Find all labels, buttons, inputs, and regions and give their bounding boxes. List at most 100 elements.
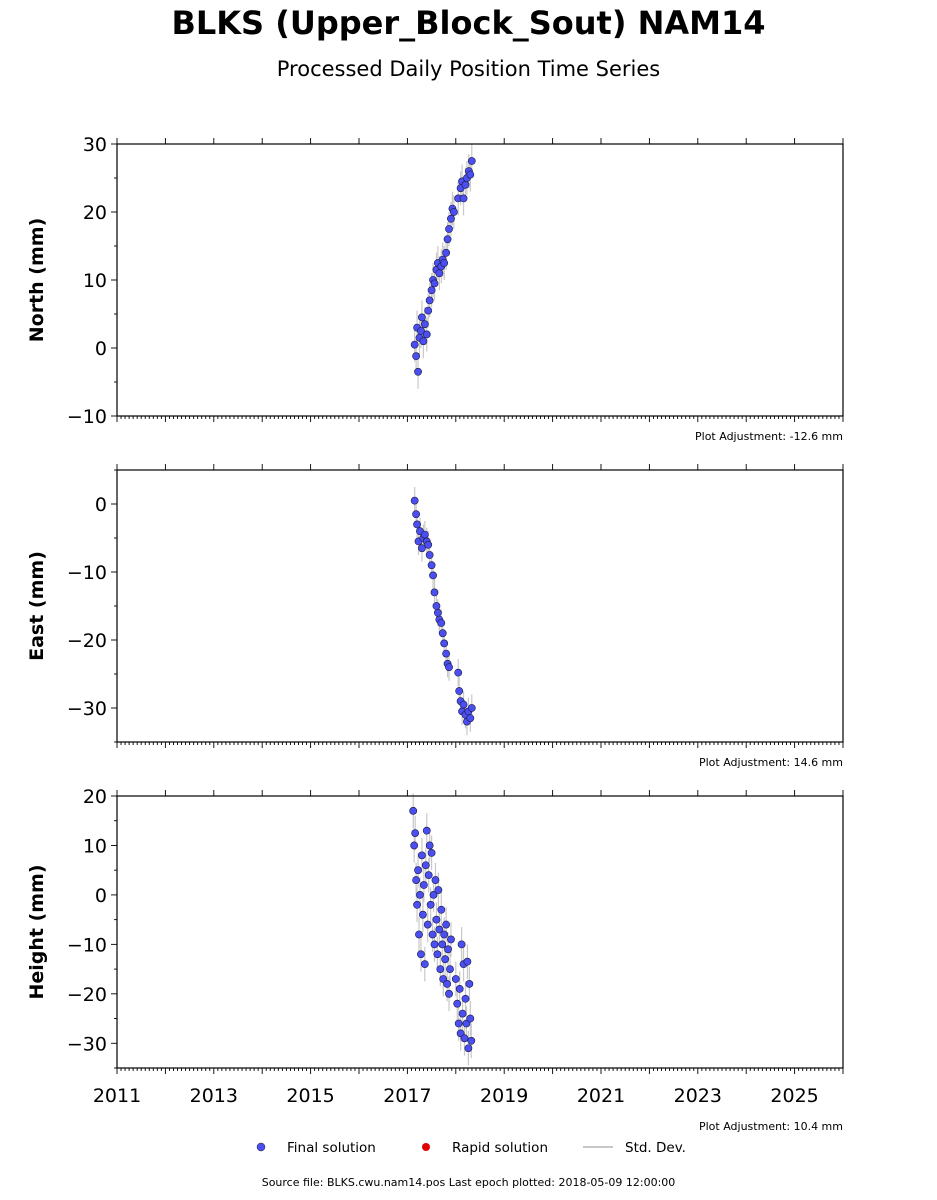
height-data-point	[411, 829, 420, 837]
height-y-tick-label: −10	[67, 934, 107, 956]
height-plot-adjustment: Plot Adjustment: 10.4 mm	[699, 1120, 843, 1133]
height-data-point	[423, 920, 432, 929]
east-data-point	[427, 561, 436, 570]
height-data-point	[422, 826, 431, 835]
height-data-point	[416, 891, 424, 899]
east-data-point	[410, 496, 419, 505]
north-data-point	[414, 367, 422, 376]
height-axes-frame	[116, 795, 844, 1069]
north-data-point	[440, 259, 449, 267]
chart-subtitle: Processed Daily Position Time Series	[276, 57, 661, 81]
height-data-point	[465, 980, 474, 988]
east-data-point	[437, 619, 446, 627]
legend-rapid-label: Rapid solution	[452, 1140, 548, 1156]
height-data-point	[427, 848, 436, 857]
north-data-point	[449, 208, 458, 216]
east-axes-frame	[116, 469, 844, 743]
east-data-point	[412, 510, 421, 519]
east-data-point	[440, 639, 449, 648]
height-x-tick-label: 2025	[770, 1085, 818, 1107]
east-data-point	[429, 571, 437, 580]
east-data-point	[438, 629, 447, 638]
height-y-tick-label: 20	[83, 786, 107, 808]
north-y-tick-label: 20	[83, 202, 107, 224]
north-data-point	[461, 180, 470, 189]
height-x-tick-label: 2023	[674, 1085, 722, 1107]
east-y-tick-label: −30	[67, 698, 107, 720]
north-data-point	[420, 320, 429, 329]
height-data-point	[444, 945, 452, 954]
legend-final-label: Final solution	[287, 1140, 376, 1156]
height-data-point	[446, 965, 454, 973]
north-data-point	[435, 269, 444, 278]
north-data-point	[467, 157, 476, 165]
height-data-point	[415, 930, 423, 939]
east-data-point	[413, 520, 421, 529]
height-data-point	[454, 1019, 463, 1028]
height-data-point	[428, 930, 437, 939]
height-data-point	[433, 950, 442, 959]
east-y-tick-label: −20	[67, 630, 107, 652]
panels-group: −10 0 10 20 30 North (mm) Plot Adjustment: -12…	[26, 134, 844, 1133]
north-data-point	[442, 248, 451, 257]
east-y-tick-label: −10	[67, 562, 107, 584]
height-data-point	[413, 900, 421, 909]
height-data-point	[431, 876, 440, 884]
legend: Final solution Rapid solution Std. Dev.	[256, 1140, 686, 1156]
north-data-point	[412, 352, 421, 361]
north-panel: −10 0 10 20 30 North (mm) Plot Adjustment: -12…	[26, 134, 844, 443]
height-data-point	[466, 1014, 475, 1023]
height-data-point	[426, 900, 435, 909]
east-data-point	[425, 551, 434, 559]
north-data-point	[459, 194, 468, 203]
east-data-point	[430, 588, 439, 597]
height-x-tick-label: 2021	[577, 1085, 625, 1107]
height-data-point	[425, 841, 434, 850]
height-y-tick-label: −30	[67, 1033, 107, 1055]
height-y-tick-label: −20	[67, 984, 107, 1006]
east-data-point	[418, 544, 426, 553]
north-data-point	[443, 235, 452, 244]
legend-rapid-marker	[422, 1143, 430, 1151]
source-file-footer: Source file: BLKS.cwu.nam14.pos Last epo…	[261, 1176, 676, 1189]
north-data-point	[417, 327, 425, 335]
height-data-point	[432, 915, 441, 924]
height-data-point	[438, 940, 447, 949]
north-data-point	[418, 313, 426, 322]
east-data-point	[467, 704, 476, 712]
height-data-point	[420, 960, 429, 969]
height-data-point	[461, 994, 470, 1003]
east-panel: −30 −20 −10 0 East (mm) Plot Adjustment: 14.6…	[26, 464, 844, 769]
north-data-point	[419, 337, 428, 346]
east-data-point	[420, 530, 429, 539]
east-data-point	[432, 602, 441, 610]
height-data-point	[443, 980, 451, 988]
east-data-point	[466, 714, 475, 723]
height-data-point	[417, 950, 425, 959]
height-data-point	[442, 920, 451, 929]
height-data-point	[419, 881, 428, 889]
height-data-point	[429, 891, 438, 899]
height-data-point	[430, 940, 439, 949]
north-y-tick-label: 30	[83, 134, 107, 156]
chart-title: BLKS (Upper_Block_Sout) NAM14	[171, 4, 766, 42]
east-data-point	[455, 687, 464, 695]
north-y-tick-label: 10	[83, 270, 107, 292]
height-data-point	[435, 925, 444, 934]
height-y-axis-label: Height (mm)	[26, 864, 48, 999]
east-data-point	[445, 663, 453, 672]
height-x-tick-label: 2011	[93, 1085, 141, 1107]
north-data-point	[410, 340, 419, 349]
height-data-point	[434, 886, 443, 894]
north-data-point	[424, 306, 433, 315]
east-y-axis-label: East (mm)	[26, 551, 48, 661]
height-data-point	[437, 905, 446, 914]
east-data-point	[442, 649, 451, 658]
height-data-point	[412, 876, 421, 884]
east-data-point	[424, 540, 433, 549]
height-data-point	[447, 935, 455, 944]
north-data-point	[422, 330, 431, 339]
height-x-tick-label: 2019	[480, 1085, 528, 1107]
height-data-point	[441, 955, 450, 964]
